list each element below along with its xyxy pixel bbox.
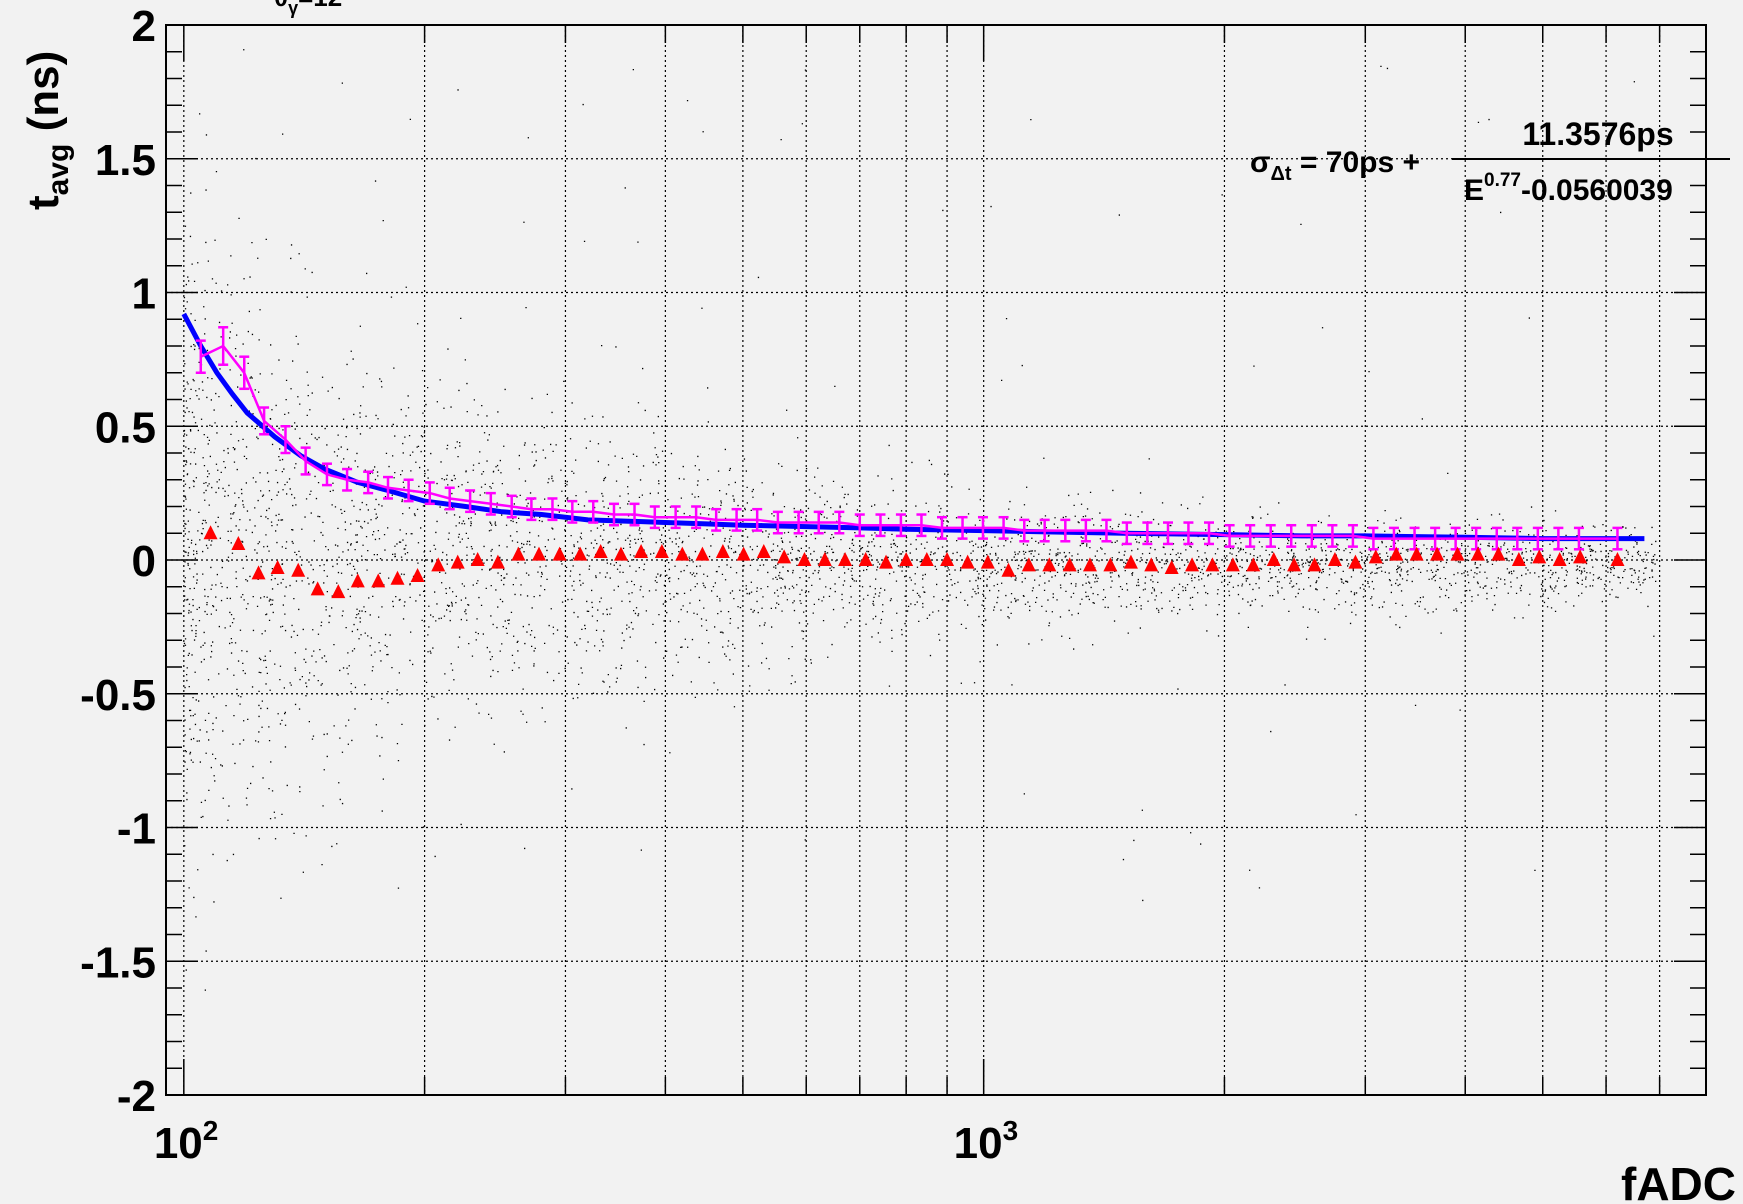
red-marker <box>1266 552 1281 566</box>
red-marker <box>899 552 914 566</box>
red-marker <box>310 581 325 596</box>
fit-formula: σΔt = 70ps + 11.3576ps E0.77-0.0560039 <box>1250 116 1730 207</box>
red-marker <box>552 546 567 561</box>
red-marker <box>1430 546 1445 561</box>
red-marker <box>1123 554 1138 569</box>
red-marker <box>1470 546 1485 561</box>
y-tick-label: -0.5 <box>80 671 156 720</box>
formula-denominator: E0.77-0.0560039 <box>1464 170 1673 207</box>
y-tick-label: 0 <box>132 537 156 586</box>
red-marker <box>251 565 266 580</box>
magenta-series <box>195 326 1623 551</box>
red-marker <box>1511 552 1526 566</box>
red-marker <box>1573 549 1588 564</box>
red-marker <box>858 552 873 566</box>
red-markers-series <box>203 525 1625 599</box>
red-marker <box>1103 557 1118 572</box>
y-axis-label: tavg (ns) <box>19 51 75 210</box>
red-marker <box>1389 546 1404 561</box>
red-marker <box>1164 560 1179 575</box>
y-tick-label: 2 <box>132 2 156 51</box>
red-marker <box>203 525 218 540</box>
red-marker <box>980 554 995 569</box>
red-marker <box>490 554 505 569</box>
red-marker <box>1185 557 1200 572</box>
y-tick-labels: 2 1.5 1 0.5 0 -0.5 -1 -1.5 -2 <box>80 2 156 1121</box>
y-tick-label: -1.5 <box>80 938 156 987</box>
axis-ticks <box>166 24 1707 1096</box>
red-marker <box>1042 557 1057 572</box>
red-marker <box>470 552 485 566</box>
formula-lhs: σΔt = 70ps + <box>1250 146 1420 185</box>
red-marker <box>654 543 669 558</box>
red-marker <box>450 554 465 569</box>
red-marker <box>817 552 832 566</box>
red-marker <box>940 552 955 566</box>
red-marker <box>715 543 730 558</box>
red-marker <box>350 573 365 588</box>
red-marker <box>1082 557 1097 572</box>
red-marker <box>1409 546 1424 561</box>
red-marker <box>1348 554 1363 569</box>
red-marker <box>270 560 285 575</box>
red-marker <box>1532 549 1547 564</box>
red-marker <box>756 543 771 558</box>
red-marker <box>431 557 446 572</box>
red-marker <box>1021 557 1036 572</box>
red-marker <box>531 546 546 561</box>
red-marker <box>1225 557 1240 572</box>
red-marker <box>1246 557 1261 572</box>
red-marker <box>1287 557 1302 572</box>
red-marker <box>777 549 792 564</box>
red-marker <box>838 552 853 566</box>
red-marker <box>1327 552 1342 566</box>
y-tick-label: 1 <box>132 270 156 319</box>
red-marker <box>675 546 690 561</box>
x-tick-label: 103 <box>954 1115 1019 1168</box>
red-marker <box>331 584 346 599</box>
red-marker <box>1307 557 1322 572</box>
y-tick-label: -2 <box>117 1072 156 1121</box>
red-marker <box>1610 552 1625 566</box>
red-marker <box>410 568 425 583</box>
red-marker <box>291 562 306 577</box>
red-marker <box>960 554 975 569</box>
red-marker <box>879 554 894 569</box>
red-marker <box>390 570 405 585</box>
formula-numerator: 11.3576ps <box>1522 116 1673 152</box>
red-marker <box>613 546 628 561</box>
red-marker <box>593 543 608 558</box>
red-marker <box>1205 557 1220 572</box>
red-marker <box>1552 552 1567 566</box>
x-tick-label: 102 <box>154 1115 219 1168</box>
red-marker <box>573 546 588 561</box>
y-tick-label: 1.5 <box>95 136 156 185</box>
red-marker <box>736 546 751 561</box>
x-axis-label: fADC <box>1621 1158 1736 1204</box>
red-marker <box>1001 562 1016 577</box>
red-marker <box>797 552 812 566</box>
red-marker <box>919 552 934 566</box>
y-tick-label: -1 <box>117 805 156 854</box>
red-marker <box>511 546 526 561</box>
red-marker <box>634 543 649 558</box>
red-marker <box>231 535 246 550</box>
y-tick-label: 0.5 <box>95 403 156 452</box>
red-marker <box>695 546 710 561</box>
red-marker <box>1062 557 1077 572</box>
red-marker <box>1491 546 1506 561</box>
red-marker <box>1368 549 1383 564</box>
red-marker <box>371 573 386 588</box>
x-tick-labels: 102 103 <box>154 1115 1018 1168</box>
top-label: θγ=12 <box>274 0 342 18</box>
red-marker <box>1450 546 1465 561</box>
red-marker <box>1144 557 1159 572</box>
